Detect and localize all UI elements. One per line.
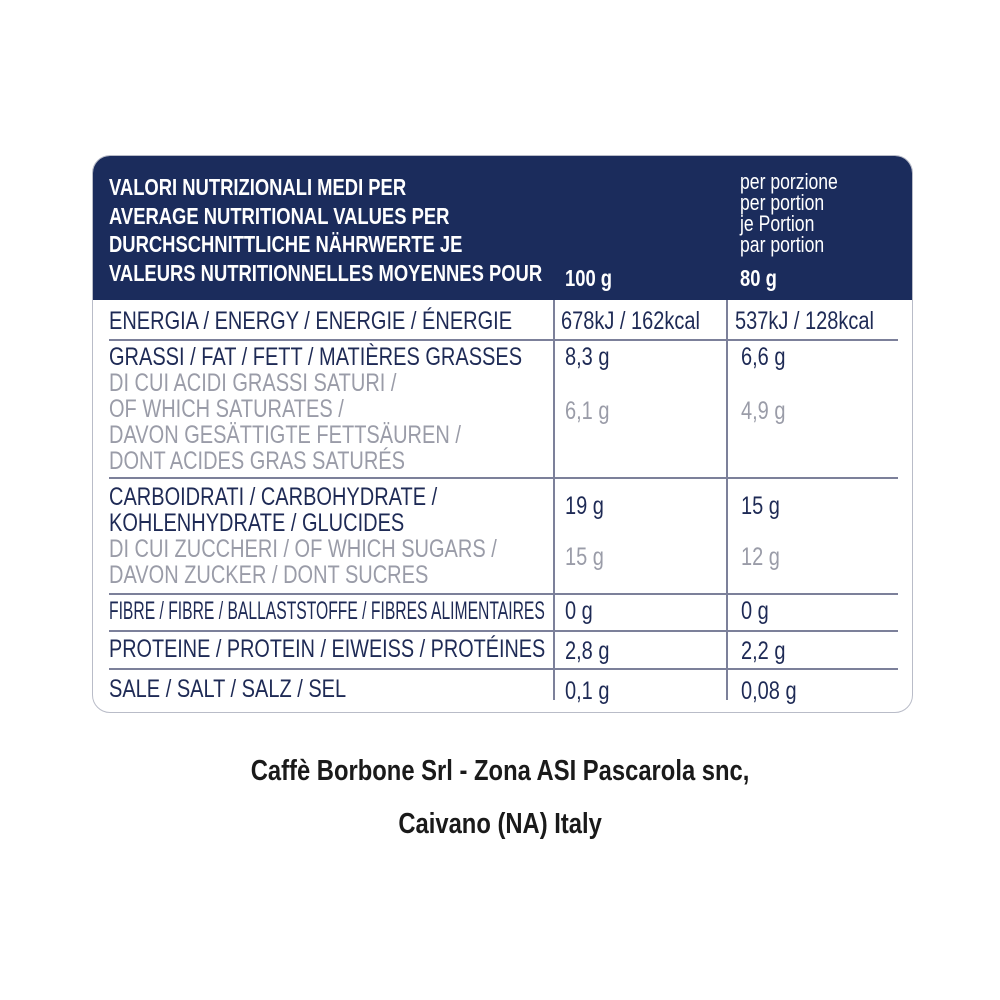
carbs-label: KOHLENHYDRATE / GLUCIDES — [109, 509, 405, 537]
row-divider — [109, 668, 898, 670]
sugars-100g: 15 g — [565, 543, 604, 571]
header-col-100g: 100 g — [565, 265, 613, 291]
manufacturer-location: Caivano (NA) Italy — [0, 808, 1000, 841]
fat-label: GRASSI / FAT / FETT / MATIÈRES GRASSES — [109, 343, 523, 371]
fibre-100g: 0 g — [565, 597, 593, 625]
manufacturer-address: Caffè Borbone Srl - Zona ASI Pascarola s… — [0, 755, 1000, 788]
saturates-label: OF WHICH SATURATES / — [109, 395, 344, 423]
row-divider — [109, 477, 898, 479]
header-title-en: AVERAGE NUTRITIONAL VALUES PER — [109, 203, 450, 229]
header-col-portion: 80 g — [740, 265, 777, 291]
header-title-fr: VALEURS NUTRITIONNELLES MOYENNES POUR — [109, 260, 543, 286]
energy-100g: 678kJ / 162kcal — [561, 307, 700, 335]
salt-label: SALE / SALT / SALZ / SEL — [109, 675, 347, 703]
salt-portion: 0,08 g — [741, 677, 797, 705]
fibre-portion: 0 g — [741, 597, 769, 625]
header-portion-de: je Portion — [740, 211, 815, 236]
nutrition-table: VALORI NUTRIZIONALI MEDI PER AVERAGE NUT… — [92, 155, 913, 713]
protein-100g: 2,8 g — [565, 637, 610, 665]
sugars-portion: 12 g — [741, 543, 780, 571]
saturates-label: DONT ACIDES GRAS SATURÉS — [109, 447, 405, 475]
sugars-label: DI CUI ZUCCHERI / OF WHICH SUGARS / — [109, 535, 497, 563]
footer-line-2: Caivano (NA) Italy — [398, 808, 602, 840]
table-header: VALORI NUTRIZIONALI MEDI PER AVERAGE NUT… — [93, 156, 912, 300]
fibre-label: FIBRE / FIBRE / BALLASTSTOFFE / FIBRES A… — [109, 597, 545, 625]
saturates-label: DI CUI ACIDI GRASSI SATURI / — [109, 369, 397, 397]
footer-line-1: Caffè Borbone Srl - Zona ASI Pascarola s… — [250, 755, 750, 787]
carbs-100g: 19 g — [565, 492, 604, 520]
column-divider — [553, 300, 555, 700]
fat-portion: 6,6 g — [741, 343, 786, 371]
saturates-label: DAVON GESÄTTIGTE FETTSÄUREN / — [109, 421, 461, 449]
header-title-it: VALORI NUTRIZIONALI MEDI PER — [109, 174, 407, 200]
header-portion-it: per porzione — [740, 169, 838, 194]
energy-portion: 537kJ / 128kcal — [735, 307, 874, 335]
header-title-de: DURCHSCHNITTLICHE NÄHRWERTE JE — [109, 231, 463, 257]
saturates-portion: 4,9 g — [741, 397, 786, 425]
protein-label: PROTEINE / PROTEIN / EIWEISS / PROTÉINES — [109, 635, 546, 663]
row-divider — [109, 630, 898, 632]
header-portion-en: per portion — [740, 190, 825, 215]
carbs-portion: 15 g — [741, 492, 780, 520]
row-divider — [109, 339, 898, 341]
saturates-100g: 6,1 g — [565, 397, 610, 425]
protein-portion: 2,2 g — [741, 637, 786, 665]
sugars-label: DAVON ZUCKER / DONT SUCRES — [109, 561, 429, 589]
salt-100g: 0,1 g — [565, 677, 610, 705]
column-divider — [726, 300, 728, 700]
header-portion-fr: par portion — [740, 232, 825, 257]
row-divider — [109, 593, 898, 595]
carbs-label: CARBOIDRATI / CARBOHYDRATE / — [109, 483, 438, 511]
fat-100g: 8,3 g — [565, 343, 610, 371]
energy-label: ENERGIA / ENERGY / ENERGIE / ÉNERGIE — [109, 307, 513, 335]
